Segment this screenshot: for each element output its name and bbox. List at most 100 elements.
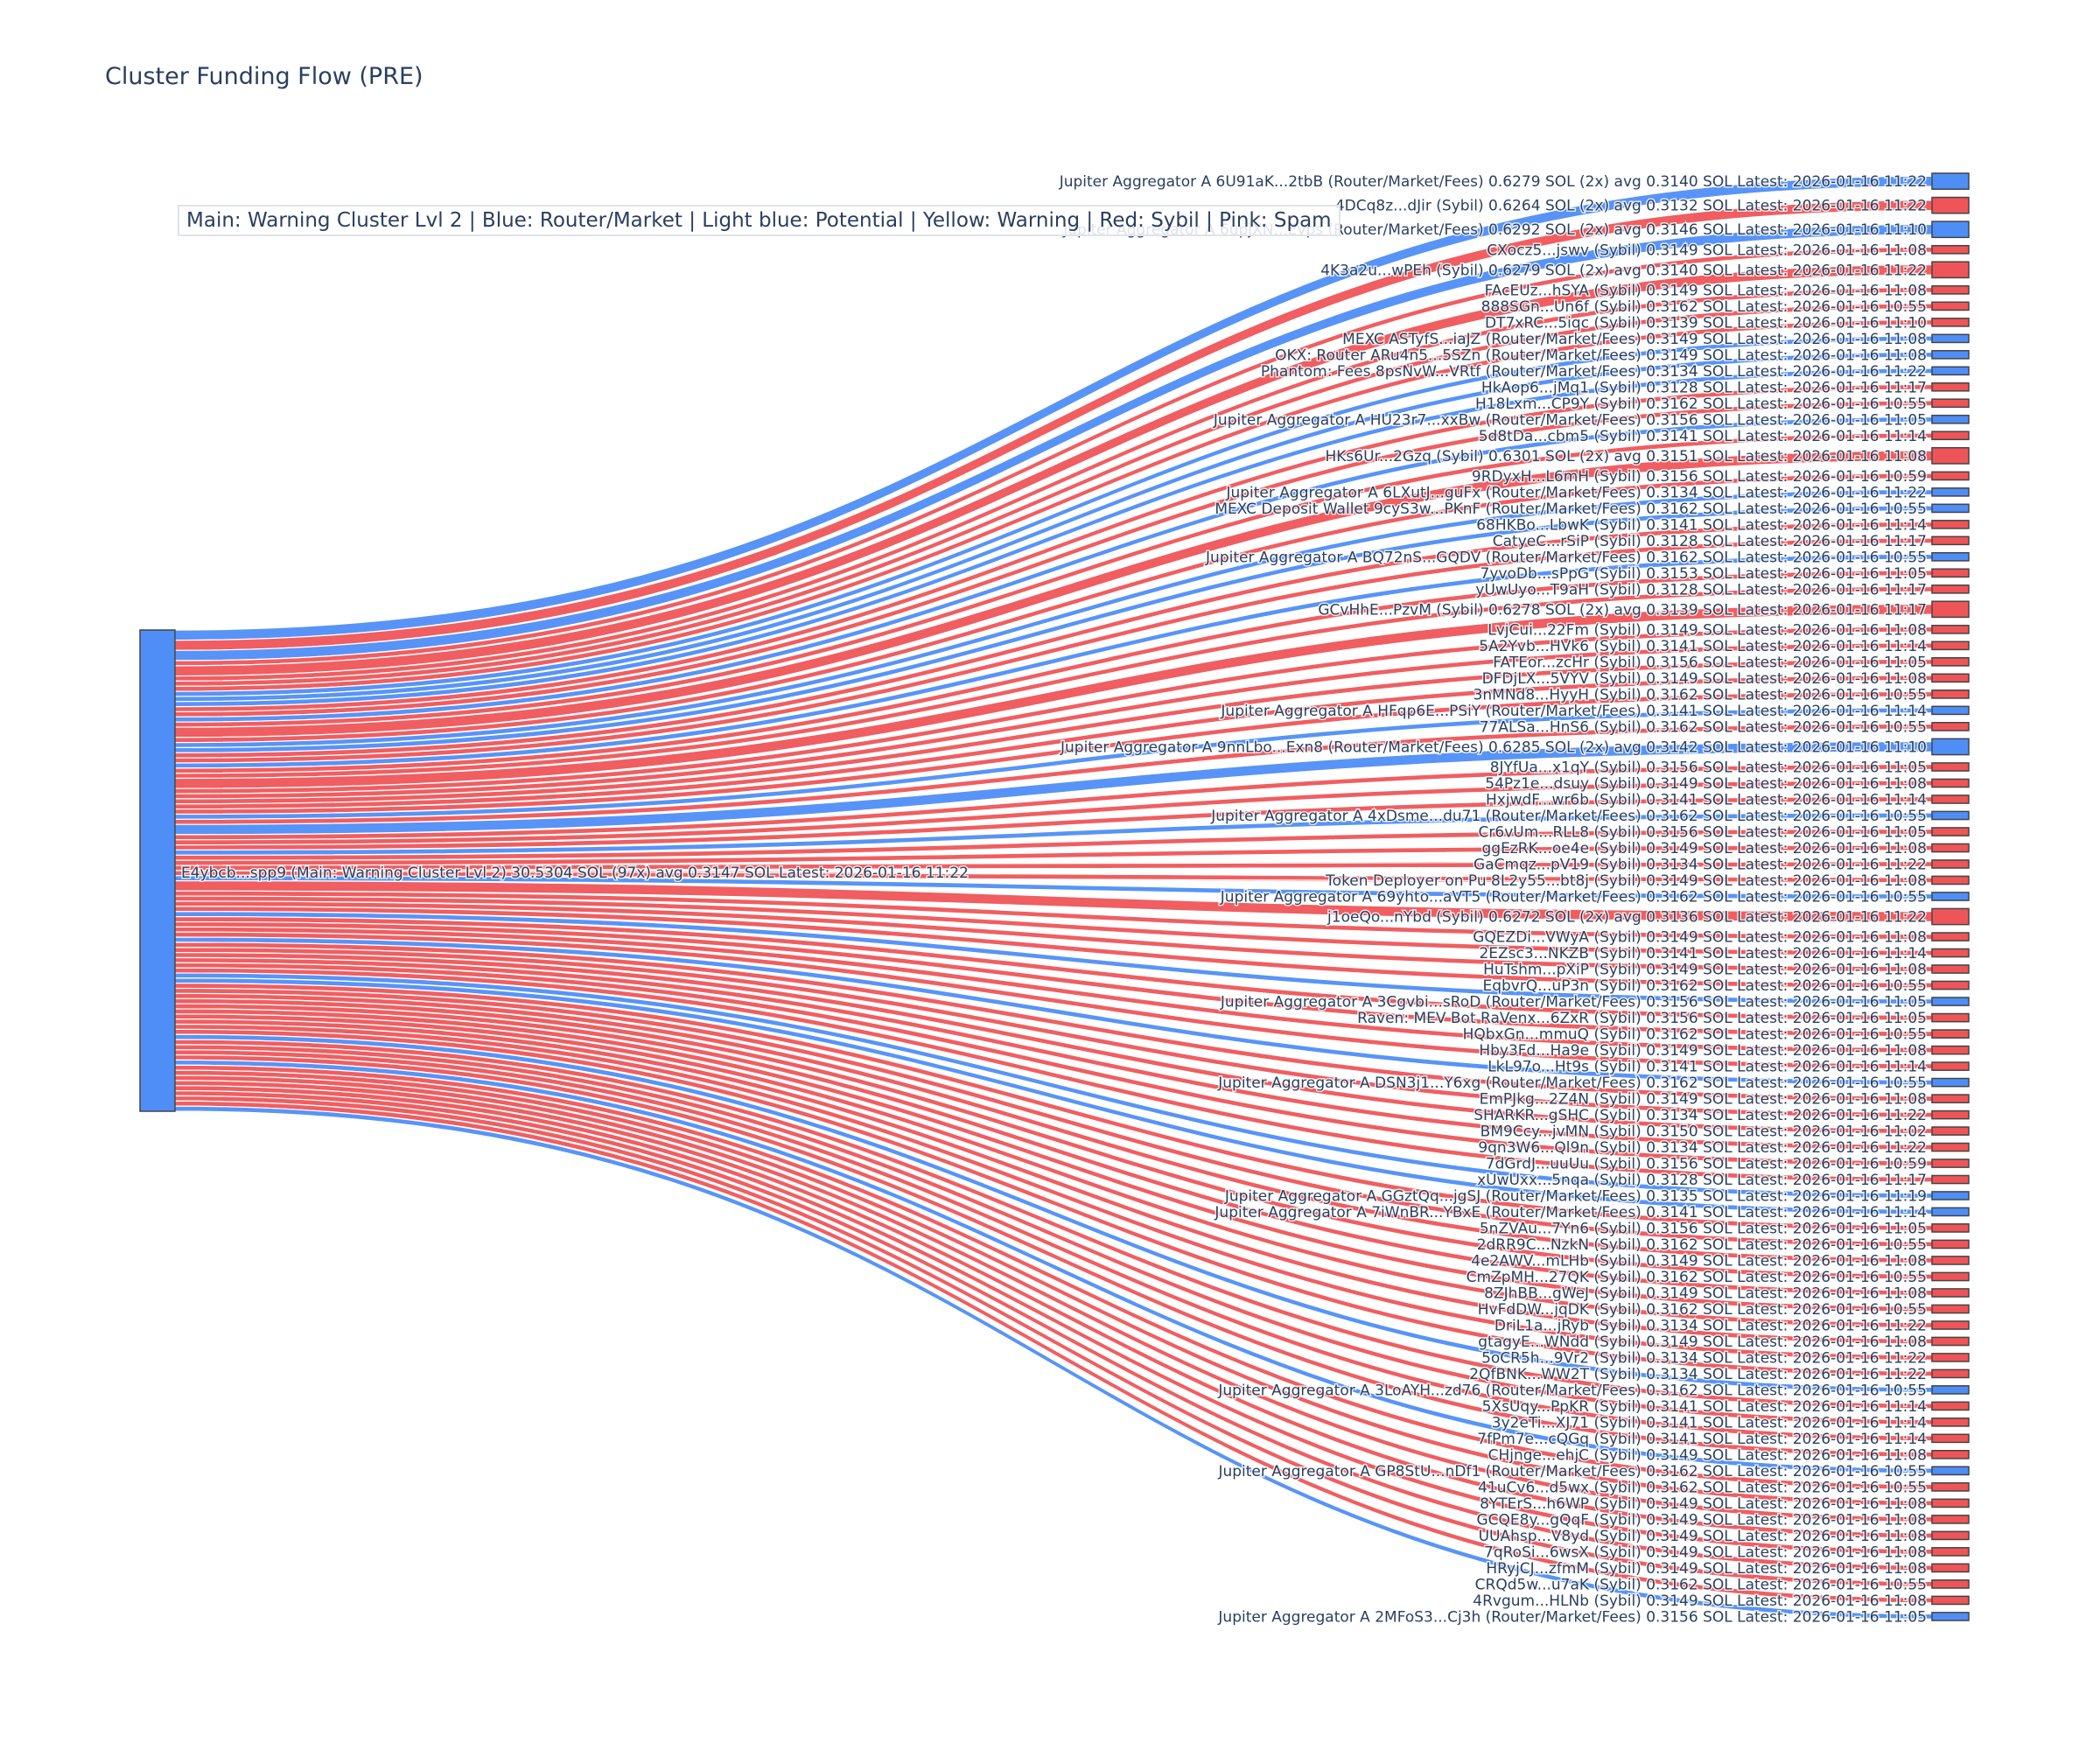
target-node[interactable] <box>1931 657 1970 667</box>
target-node[interactable] <box>1931 1271 1970 1282</box>
target-node[interactable] <box>1931 1304 1970 1314</box>
target-node[interactable] <box>1931 584 1970 594</box>
target-node[interactable] <box>1931 690 1970 699</box>
target-node[interactable] <box>1931 892 1970 901</box>
target-node[interactable] <box>1931 1368 1970 1379</box>
target-node[interactable] <box>1931 285 1970 295</box>
target-node[interactable] <box>1931 778 1970 788</box>
target-node[interactable] <box>1931 1336 1970 1347</box>
target-node[interactable] <box>1931 446 1970 465</box>
target-node[interactable] <box>1931 1547 1970 1557</box>
target-node[interactable] <box>1931 625 1970 634</box>
target-node[interactable] <box>1931 244 1970 255</box>
target-node-label: 7yvoDb...sPpG (Sybil) 0.3153 SOL Latest:… <box>1480 565 1927 583</box>
target-node[interactable] <box>1931 1158 1970 1168</box>
target-node[interactable] <box>1931 301 1970 312</box>
target-node[interactable] <box>1931 382 1970 392</box>
target-node[interactable] <box>1931 907 1970 926</box>
target-node[interactable] <box>1931 1239 1970 1250</box>
target-node[interactable] <box>1931 1433 1970 1444</box>
target-node[interactable] <box>1931 172 1970 190</box>
target-node[interactable] <box>1931 1045 1970 1055</box>
target-node[interactable] <box>1931 1223 1970 1233</box>
target-node[interactable] <box>1931 794 1970 804</box>
target-node[interactable] <box>1931 722 1970 732</box>
target-node[interactable] <box>1931 503 1970 514</box>
target-node[interactable] <box>1931 414 1970 424</box>
target-node[interactable] <box>1931 1288 1970 1298</box>
target-node[interactable] <box>1931 318 1970 327</box>
target-node[interactable] <box>1931 859 1970 869</box>
target-node[interactable] <box>1931 843 1970 853</box>
target-node[interactable] <box>1931 1110 1970 1120</box>
target-node[interactable] <box>1931 1353 1970 1362</box>
target-node[interactable] <box>1931 1029 1970 1039</box>
target-node-label: 68HKBo...LbwK (Sybil) 0.3141 SOL Latest:… <box>1476 516 1927 534</box>
target-node[interactable] <box>1931 980 1970 990</box>
target-node[interactable] <box>1931 1320 1970 1330</box>
target-node[interactable] <box>1931 1515 1970 1524</box>
target-node[interactable] <box>1931 1530 1970 1541</box>
target-node[interactable] <box>1931 1612 1970 1621</box>
target-node[interactable] <box>1931 1563 1970 1573</box>
target-node[interactable] <box>1931 1579 1970 1589</box>
target-node-label: HxjwdF...wr6b (Sybil) 0.3141 SOL Latest:… <box>1486 791 1927 808</box>
target-node[interactable] <box>1931 1385 1970 1395</box>
target-node[interactable] <box>1931 997 1970 1006</box>
target-node-label: 5XsUqy...PpKR (Sybil) 0.3141 SOL Latest:… <box>1482 1398 1927 1416</box>
target-node-label: 2EZsc3...NKZB (Sybil) 0.3141 SOL Latest:… <box>1479 945 1927 962</box>
target-node[interactable] <box>1931 1418 1970 1427</box>
target-node[interactable] <box>1931 1498 1970 1508</box>
target-node[interactable] <box>1931 1466 1970 1476</box>
target-node[interactable] <box>1931 600 1970 619</box>
target-node[interactable] <box>1931 1094 1970 1103</box>
target-node[interactable] <box>1931 430 1970 441</box>
target-node[interactable] <box>1931 762 1970 772</box>
target-node[interactable] <box>1931 261 1970 279</box>
target-node[interactable] <box>1931 366 1970 376</box>
target-node[interactable] <box>1931 196 1970 214</box>
target-node-label: 8ZJhBB...gWeJ (Sybil) 0.3149 SOL Latest:… <box>1484 1284 1927 1302</box>
target-node[interactable] <box>1931 333 1970 344</box>
target-node[interactable] <box>1931 1256 1970 1265</box>
target-node[interactable] <box>1931 964 1970 974</box>
target-node[interactable] <box>1931 471 1970 481</box>
target-node[interactable] <box>1931 1012 1970 1023</box>
target-node[interactable] <box>1931 932 1970 942</box>
target-node[interactable] <box>1931 827 1970 836</box>
target-node[interactable] <box>1931 1450 1970 1460</box>
target-node[interactable] <box>1931 738 1970 756</box>
target-node[interactable] <box>1931 1595 1970 1606</box>
target-node[interactable] <box>1931 520 1970 529</box>
target-node-label: j1oeQo...nYbd (Sybil) 0.6272 SOL (2x) av… <box>1326 909 1927 927</box>
target-node[interactable] <box>1931 1061 1970 1071</box>
target-node-label: Jupiter Aggregator A HFqp6E...PSiY (Rout… <box>1220 703 1927 720</box>
target-node[interactable] <box>1931 350 1970 360</box>
target-node[interactable] <box>1931 1401 1970 1411</box>
target-node[interactable] <box>1931 551 1970 562</box>
target-node[interactable] <box>1931 1077 1970 1088</box>
target-node-label: BM9Ccy...jvMN (Sybil) 0.3150 SOL Latest:… <box>1480 1124 1927 1141</box>
target-node-label: DFDjLX...5VYV (Sybil) 0.3149 SOL Latest:… <box>1482 670 1927 688</box>
target-node[interactable] <box>1931 875 1970 886</box>
target-node[interactable] <box>1931 640 1970 651</box>
target-node[interactable] <box>1931 398 1970 409</box>
target-node[interactable] <box>1931 810 1970 821</box>
source-node[interactable] <box>139 629 176 1112</box>
target-node[interactable] <box>1931 1174 1970 1185</box>
target-node[interactable] <box>1931 1207 1970 1217</box>
target-node[interactable] <box>1931 1191 1970 1200</box>
target-node[interactable] <box>1931 220 1970 239</box>
target-node[interactable] <box>1931 705 1970 716</box>
target-node-label: CHjnge...ehjC (Sybil) 0.3149 SOL Latest:… <box>1488 1446 1927 1464</box>
target-node[interactable] <box>1931 536 1970 546</box>
target-node-label: 7fPm7e...cQGq (Sybil) 0.3141 SOL Latest:… <box>1477 1431 1927 1448</box>
target-node[interactable] <box>1931 948 1970 958</box>
target-node[interactable] <box>1931 1142 1970 1152</box>
target-node-label: Jupiter Aggregator A 69yhto...aVT5 (Rout… <box>1220 888 1927 906</box>
target-node[interactable] <box>1931 1126 1970 1136</box>
target-node[interactable] <box>1931 673 1970 683</box>
target-node[interactable] <box>1931 568 1970 578</box>
target-node[interactable] <box>1931 487 1970 497</box>
target-node[interactable] <box>1931 1482 1970 1492</box>
